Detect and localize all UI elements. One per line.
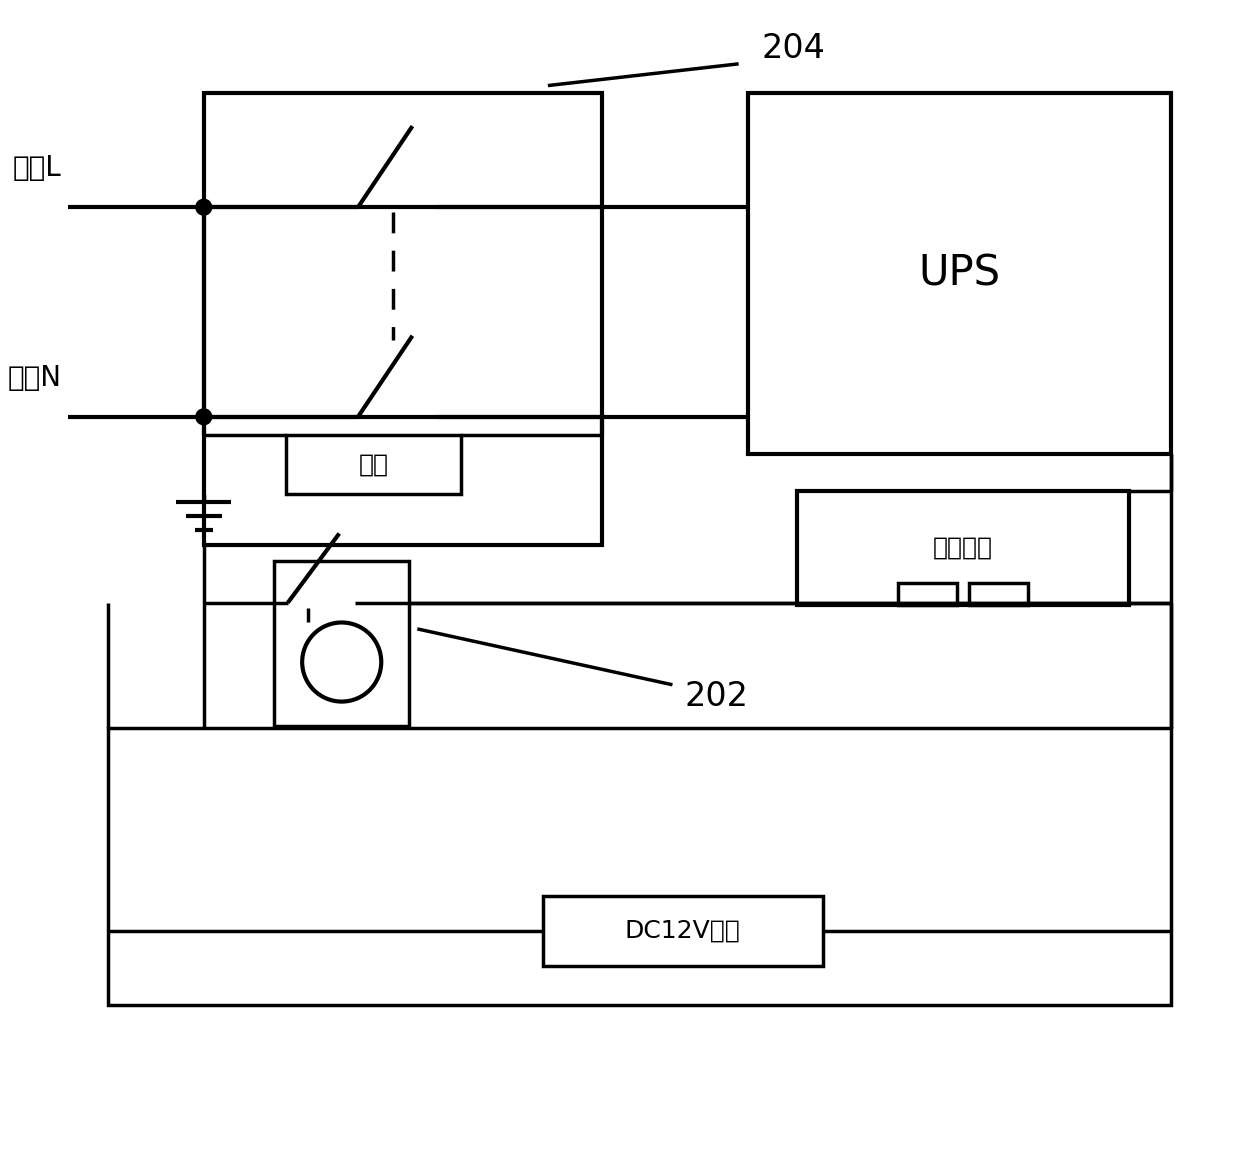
Bar (748, 93, 1171, 454)
Text: 204: 204 (761, 32, 825, 66)
Text: 干接点卡: 干接点卡 (934, 536, 993, 560)
Bar (898, 583, 957, 604)
Text: 火线L: 火线L (12, 155, 62, 182)
Text: 线圈: 线圈 (358, 452, 388, 476)
Text: UPS: UPS (918, 253, 1001, 295)
Text: DC12V电源: DC12V电源 (625, 919, 740, 943)
Bar (274, 562, 409, 726)
Circle shape (196, 409, 212, 424)
Text: 202: 202 (684, 680, 748, 714)
Bar (203, 93, 603, 545)
Bar (543, 896, 823, 965)
Bar (797, 491, 1130, 604)
Text: 零线N: 零线N (7, 364, 62, 392)
Bar (970, 583, 1028, 604)
Bar (108, 729, 1171, 1005)
Circle shape (196, 199, 212, 216)
Bar (286, 435, 461, 493)
